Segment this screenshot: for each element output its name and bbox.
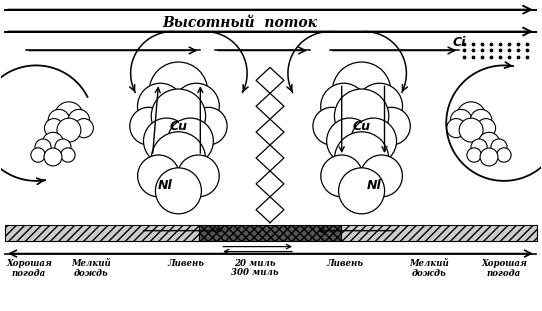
- Circle shape: [332, 62, 391, 121]
- Circle shape: [61, 148, 75, 162]
- Circle shape: [48, 109, 70, 131]
- Circle shape: [173, 83, 220, 129]
- Circle shape: [42, 132, 64, 154]
- Circle shape: [35, 139, 51, 155]
- Circle shape: [478, 132, 500, 154]
- Text: Высотный  поток: Высотный поток: [163, 16, 318, 30]
- Circle shape: [491, 139, 507, 155]
- Bar: [199, 225, 341, 241]
- Circle shape: [459, 118, 483, 142]
- Circle shape: [457, 102, 486, 131]
- Bar: [5, 225, 199, 241]
- Circle shape: [55, 102, 83, 131]
- Circle shape: [373, 107, 410, 145]
- Circle shape: [151, 89, 205, 143]
- Bar: [341, 225, 537, 241]
- Circle shape: [480, 148, 498, 166]
- Circle shape: [321, 83, 367, 129]
- Text: Cu: Cu: [353, 120, 371, 132]
- Circle shape: [321, 155, 363, 197]
- Circle shape: [313, 107, 351, 145]
- Circle shape: [447, 118, 466, 138]
- Circle shape: [130, 107, 167, 145]
- Circle shape: [74, 118, 93, 138]
- Text: Ливень: Ливень: [326, 258, 363, 267]
- Circle shape: [450, 109, 472, 131]
- Circle shape: [68, 109, 89, 131]
- Text: Ci: Ci: [452, 35, 466, 49]
- Circle shape: [177, 155, 220, 197]
- Text: Хорошая
погода: Хорошая погода: [6, 258, 52, 278]
- Circle shape: [151, 132, 205, 186]
- Circle shape: [44, 118, 63, 138]
- Text: 20 миль: 20 миль: [234, 258, 276, 267]
- Text: Nl: Nl: [158, 179, 173, 193]
- Circle shape: [471, 139, 487, 155]
- Circle shape: [190, 107, 227, 145]
- Circle shape: [156, 168, 202, 214]
- Circle shape: [149, 62, 208, 121]
- Circle shape: [339, 168, 385, 214]
- Circle shape: [327, 118, 373, 164]
- Circle shape: [351, 118, 397, 164]
- Circle shape: [55, 139, 71, 155]
- Circle shape: [360, 155, 402, 197]
- Circle shape: [138, 83, 184, 129]
- Circle shape: [357, 83, 403, 129]
- Circle shape: [144, 118, 190, 164]
- Text: Мелкий
дождь: Мелкий дождь: [71, 258, 111, 278]
- Text: Хорошая
погода: Хорошая погода: [481, 258, 527, 278]
- Circle shape: [334, 89, 389, 143]
- Circle shape: [476, 118, 495, 138]
- Circle shape: [467, 148, 481, 162]
- Circle shape: [44, 148, 62, 166]
- Text: Ливень: Ливень: [167, 258, 204, 267]
- Text: Nl: Nl: [367, 179, 382, 193]
- Text: Мелкий
дождь: Мелкий дождь: [409, 258, 449, 278]
- Circle shape: [334, 132, 389, 186]
- Circle shape: [167, 118, 214, 164]
- Text: 300 миль: 300 миль: [231, 268, 279, 277]
- Circle shape: [138, 155, 179, 197]
- Circle shape: [470, 109, 492, 131]
- Text: Cu: Cu: [170, 120, 188, 132]
- Circle shape: [31, 148, 45, 162]
- Circle shape: [57, 118, 81, 142]
- Circle shape: [497, 148, 511, 162]
